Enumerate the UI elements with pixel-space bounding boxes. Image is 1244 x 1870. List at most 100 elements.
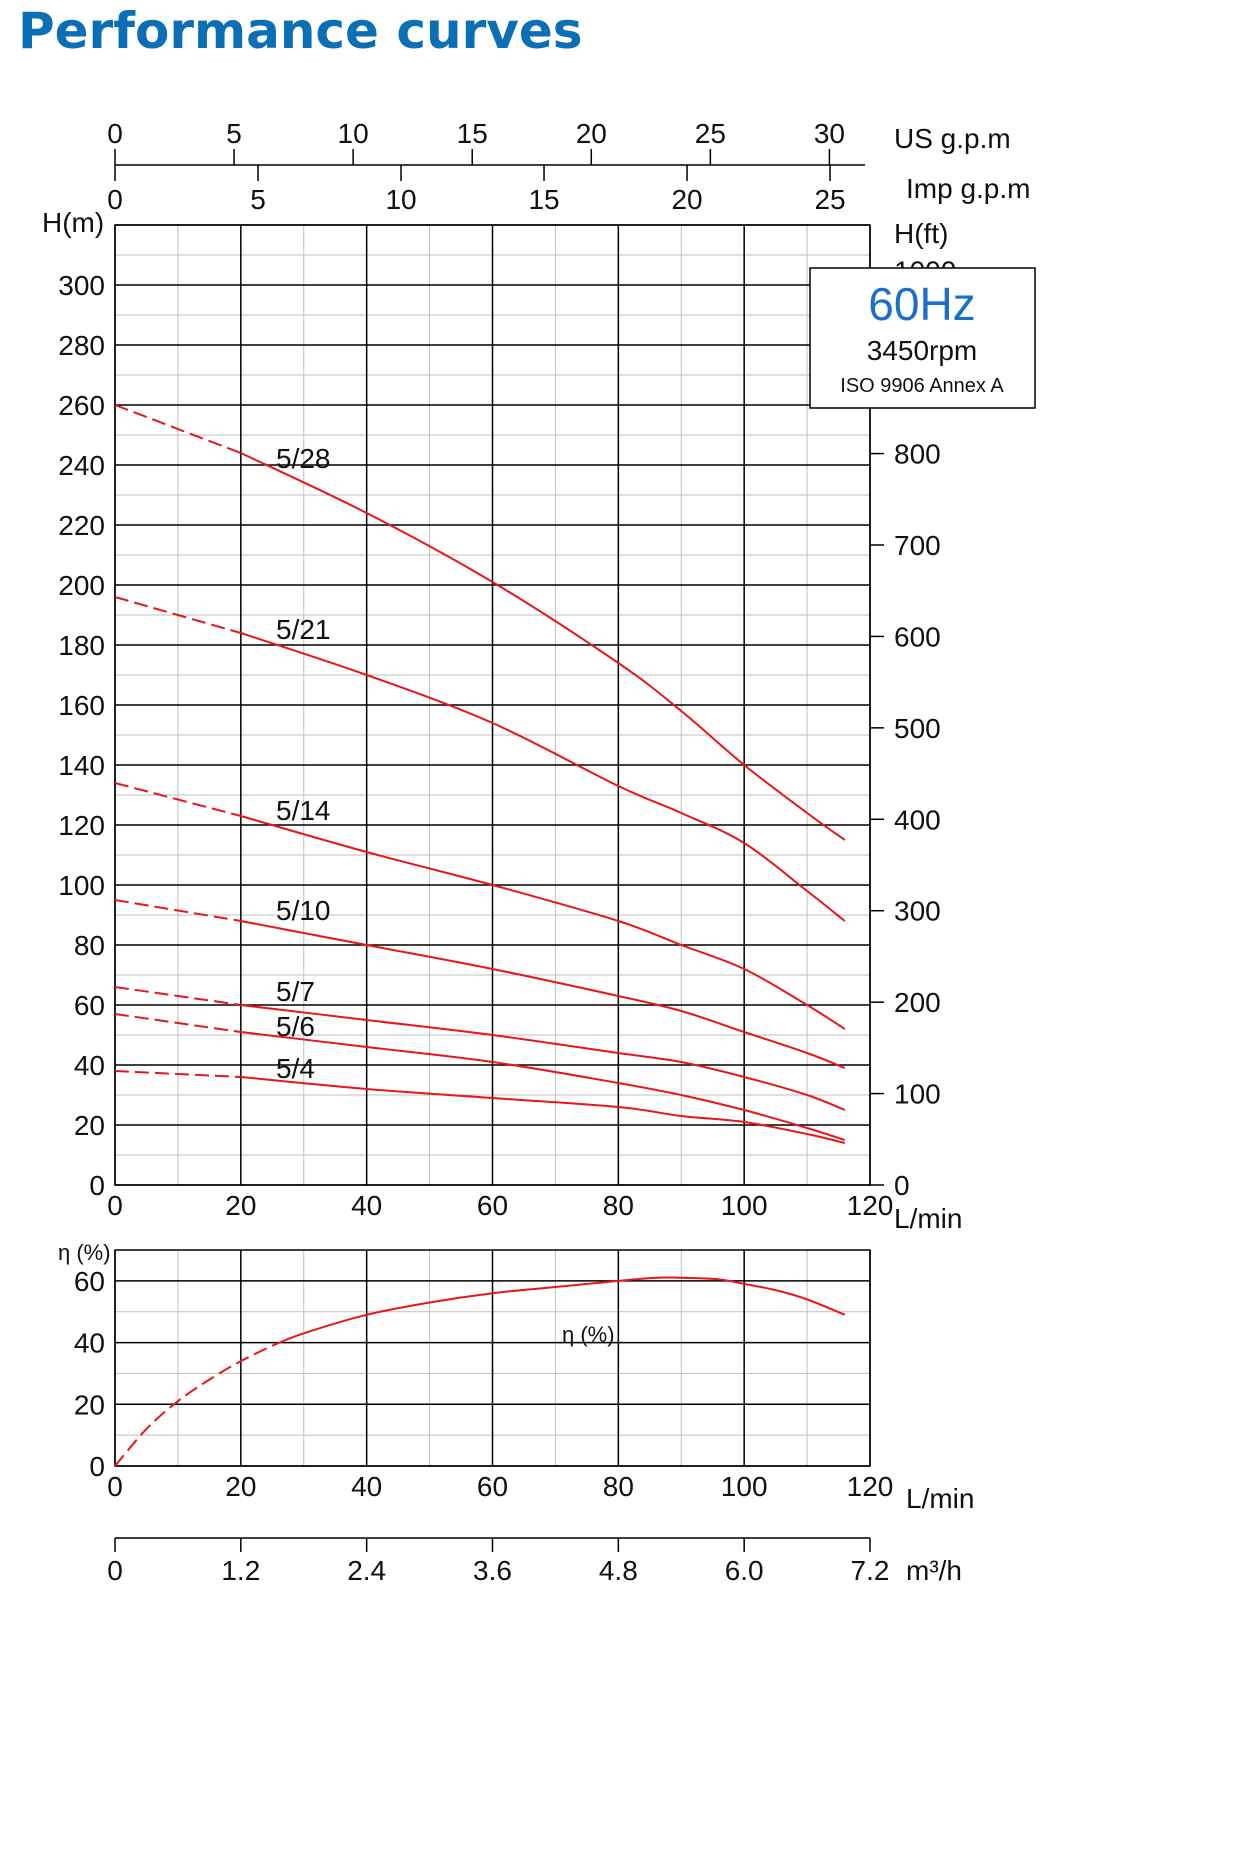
eff-y-tick-label: 40 [74, 1328, 105, 1359]
head-y-tick-label: 0 [89, 1170, 105, 1201]
head-y-tick-label: 300 [58, 270, 105, 301]
m3h-tick-label: 1.2 [221, 1555, 260, 1586]
head-y2-axis-label: H(ft) [894, 218, 948, 249]
head-curve-dashed-5-4 [114, 1070, 241, 1078]
curve-label-5-21: 5/21 [276, 614, 331, 645]
head-x-tick-label: 80 [603, 1190, 634, 1221]
eff-y-tick-label: 20 [74, 1389, 105, 1420]
imp-gpm-tick-label: 0 [107, 184, 123, 215]
head-x-tick-label: 20 [225, 1190, 256, 1221]
imp-gpm-tick-label: 20 [671, 184, 702, 215]
head-y-tick-label: 40 [74, 1050, 105, 1081]
eff-curve- [271, 1276, 846, 1347]
info-box: 60Hz 3450rpm ISO 9906 Annex A [809, 267, 1036, 409]
us-gpm-axis-label: US g.p.m [894, 123, 1011, 154]
head-curve-dashed-5-6 [114, 1013, 241, 1033]
head-curve-dashed-5-10 [114, 899, 241, 922]
imp-gpm-tick-label: 5 [250, 184, 266, 215]
frequency-label: 60Hz [868, 278, 975, 330]
head-x-tick-label: 60 [477, 1190, 508, 1221]
head-x-tick-label: 40 [351, 1190, 382, 1221]
head-y-tick-label: 240 [58, 450, 105, 481]
head-y-tick-label: 260 [58, 390, 105, 421]
us-gpm-tick-label: 25 [695, 118, 726, 149]
head-plot-frame [114, 224, 871, 1186]
m3h-tick-label: 0 [107, 1555, 123, 1586]
head-y-tick-label: 100 [58, 870, 105, 901]
eff-x-tick-label: 40 [351, 1471, 382, 1502]
eff-y-tick-label: 0 [89, 1451, 105, 1482]
eff-x-tick-label: 100 [721, 1471, 768, 1502]
head-curve-5-6 [240, 1031, 846, 1141]
eff-plot-frame [114, 1249, 871, 1467]
head-y2-tick-label: 500 [894, 713, 941, 744]
head-x-tick-label: 100 [721, 1190, 768, 1221]
us-gpm-tick-label: 10 [338, 118, 369, 149]
standard-label: ISO 9906 Annex A [840, 375, 1004, 397]
m3h-tick-label: 6.0 [725, 1555, 764, 1586]
eff-y-tick-label: 60 [74, 1266, 105, 1297]
us-gpm-tick-label: 0 [107, 118, 123, 149]
m3h-tick-label: 3.6 [473, 1555, 512, 1586]
us-gpm-tick-label: 15 [457, 118, 488, 149]
m3h-tick-label: 2.4 [347, 1555, 386, 1586]
head-y-axis-label: H(m) [42, 207, 104, 238]
head-y2-tick-label: 600 [894, 621, 941, 652]
head-y2-tick-label: 800 [894, 439, 941, 470]
head-y2-tick-label: 200 [894, 987, 941, 1018]
eff-x-axis-label: L/min [906, 1483, 974, 1514]
eff-x-tick-label: 80 [603, 1471, 634, 1502]
head-y-tick-label: 60 [74, 990, 105, 1021]
head-y2-tick-label: 700 [894, 530, 941, 561]
head-curve-5-28 [240, 452, 846, 841]
imp-gpm-tick-label: 15 [528, 184, 559, 215]
eff-x-tick-label: 120 [847, 1471, 894, 1502]
m3h-axis-label: m³/h [906, 1555, 962, 1586]
head-y-tick-label: 200 [58, 570, 105, 601]
head-y-tick-label: 140 [58, 750, 105, 781]
head-y-tick-label: 220 [58, 510, 105, 541]
head-y2-tick-label: 300 [894, 896, 941, 927]
curve-label-5-14: 5/14 [276, 795, 331, 826]
head-y2-tick-label: 0 [894, 1170, 910, 1201]
curve-label-5-7: 5/7 [276, 976, 315, 1007]
eff-x-tick-label: 0 [107, 1471, 123, 1502]
eff-curve-label: η (%) [562, 1322, 615, 1347]
head-y-tick-label: 180 [58, 630, 105, 661]
m3h-tick-label: 4.8 [599, 1555, 638, 1586]
imp-gpm-tick-label: 25 [814, 184, 845, 215]
head-y2-tick-label: 100 [894, 1079, 941, 1110]
head-curve-5-14 [240, 815, 846, 1030]
curve-label-5-28: 5/28 [276, 443, 331, 474]
m3h-tick-label: 7.2 [851, 1555, 890, 1586]
head-curve-5-10 [240, 920, 846, 1069]
eff-x-tick-label: 60 [477, 1471, 508, 1502]
speed-label: 3450rpm [867, 335, 978, 366]
us-gpm-tick-label: 20 [576, 118, 607, 149]
page-title: Performance curves [18, 2, 583, 60]
curve-label-5-4: 5/4 [276, 1053, 315, 1084]
head-curve-5-7 [240, 1004, 846, 1111]
head-y-tick-label: 20 [74, 1110, 105, 1141]
us-gpm-tick-label: 30 [814, 118, 845, 149]
head-x-tick-label: 0 [107, 1190, 123, 1221]
head-curve-dashed-5-28 [114, 404, 242, 454]
eff-curve-dashed- [114, 1344, 273, 1467]
head-y-tick-label: 120 [58, 810, 105, 841]
head-y-tick-label: 80 [74, 930, 105, 961]
head-y-tick-label: 160 [58, 690, 105, 721]
head-y2-tick-label: 400 [894, 804, 941, 835]
head-curve-dashed-5-21 [114, 596, 242, 634]
head-curve-dashed-5-7 [114, 986, 241, 1006]
head-curve-dashed-5-14 [114, 782, 242, 817]
curve-label-5-10: 5/10 [276, 895, 331, 926]
head-x-tick-label: 120 [847, 1190, 894, 1221]
head-x-axis-label: L/min [894, 1203, 962, 1234]
curve-label-5-6: 5/6 [276, 1011, 315, 1042]
eff-y-axis-label: η (%) [58, 1240, 111, 1265]
us-gpm-tick-label: 5 [226, 118, 242, 149]
head-curve-5-21 [240, 632, 846, 922]
imp-gpm-tick-label: 10 [385, 184, 416, 215]
head-y-tick-label: 280 [58, 330, 105, 361]
